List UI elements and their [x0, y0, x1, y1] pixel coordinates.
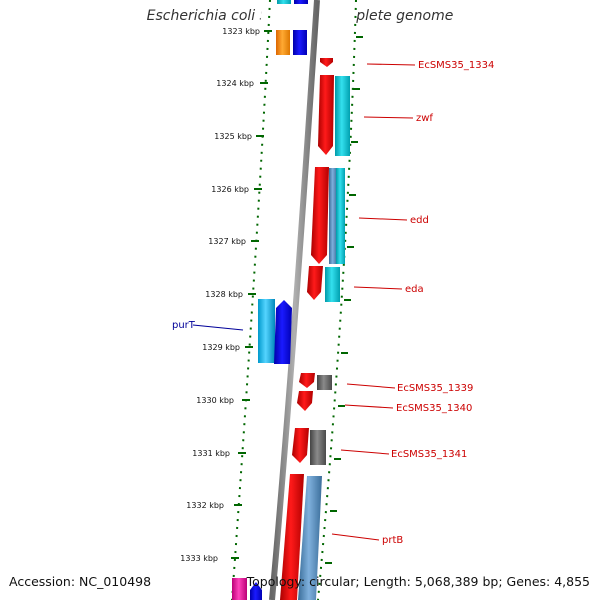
ecsms35-1339-gray-feature[interactable]	[317, 375, 332, 390]
label-prtB[interactable]: prtB	[382, 535, 403, 546]
label-leaders	[192, 63, 416, 541]
gene-prtB[interactable]	[280, 474, 304, 600]
cut-feature-top	[294, 0, 308, 4]
label-edd[interactable]: edd	[410, 215, 429, 226]
leader-prtB	[331, 533, 380, 541]
leader-edd	[358, 217, 408, 221]
tick-label: 1332 kbp	[186, 501, 224, 510]
label-zwf[interactable]: zwf	[416, 113, 433, 124]
gene-ecsms35-1340[interactable]	[297, 391, 313, 411]
gene-ecsms35-1341[interactable]	[292, 428, 309, 463]
blue-feature	[293, 30, 307, 55]
leader-ecsms35-1339	[346, 383, 396, 389]
leader-ecsms35-1340	[344, 404, 394, 409]
leader-ecsms35-1334	[366, 63, 416, 66]
purT-sky-feature[interactable]	[258, 299, 275, 363]
bottom-blue-feature[interactable]	[250, 582, 262, 600]
leader-ecsms35-1341	[340, 449, 390, 455]
leader-purT	[192, 324, 244, 331]
genome-backbone	[269, 0, 320, 600]
gene-features	[232, 58, 350, 600]
magenta-feature[interactable]	[232, 578, 247, 600]
label-ecsms35-1341[interactable]: EcSMS35_1341	[391, 449, 467, 460]
tick-label: 1331 kbp	[192, 449, 230, 458]
tick-label: 1329 kbp	[202, 343, 240, 352]
gene-eda[interactable]	[307, 266, 323, 300]
tick-label: 1326 kbp	[211, 185, 249, 194]
tick-label: 1328 kbp	[205, 290, 243, 299]
leader-eda	[353, 286, 403, 290]
tick-label: 1324 kbp	[216, 79, 254, 88]
cut-feature-top	[277, 0, 291, 4]
edd-steelblue-feature[interactable]	[329, 168, 337, 264]
orange-feature	[276, 30, 290, 55]
scale-ticks	[231, 30, 272, 559]
gene-edd[interactable]	[311, 167, 329, 264]
tick-label: 1325 kbp	[214, 132, 252, 141]
topology-text: Topology: circular; Length: 5,068,389 bp…	[246, 574, 590, 589]
tick-label: 1323 kbp	[222, 27, 260, 36]
top-features	[276, 0, 308, 55]
gene-ecsms35-1339[interactable]	[299, 373, 315, 388]
label-ecsms35-1334[interactable]: EcSMS35_1334	[418, 60, 494, 71]
gene-zwf[interactable]	[318, 75, 334, 155]
gene-labels: EcSMS35_1334 zwf edd eda purT EcSMS35_13…	[172, 60, 494, 546]
label-ecsms35-1340[interactable]: EcSMS35_1340	[396, 403, 472, 414]
tick-labels: 1323 kbp 1324 kbp 1325 kbp 1326 kbp 1327…	[180, 27, 260, 563]
tick-label: 1333 kbp	[180, 554, 218, 563]
gene-ecsms35-1334[interactable]	[320, 58, 333, 67]
zwf-cyan-feature[interactable]	[335, 76, 350, 156]
prtB-steelblue-feature[interactable]	[298, 476, 322, 600]
ecsms35-1341-gray-feature[interactable]	[310, 430, 326, 465]
leader-zwf	[363, 116, 414, 119]
tick-label: 1330 kbp	[196, 396, 234, 405]
gene-purT[interactable]	[274, 300, 292, 364]
accession-text: Accession: NC_010498	[9, 574, 152, 589]
label-purT[interactable]: purT	[172, 320, 196, 331]
tick-label: 1327 kbp	[208, 237, 246, 246]
label-eda[interactable]: eda	[405, 284, 424, 295]
eda-cyan-feature[interactable]	[325, 267, 340, 302]
label-ecsms35-1339[interactable]: EcSMS35_1339	[397, 383, 473, 394]
edd-cyan-feature[interactable]	[336, 168, 345, 264]
outer-scale-ticks	[325, 36, 363, 564]
